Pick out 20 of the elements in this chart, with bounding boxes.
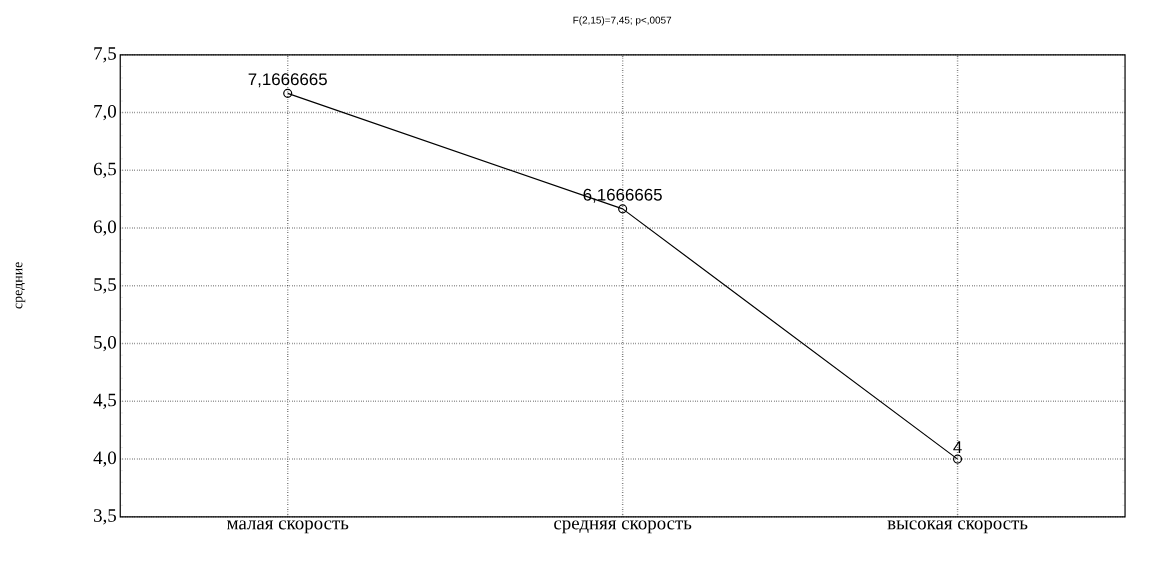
data-label: 6,1666665 [583,188,662,203]
x-tick-label: средняя скорость [554,520,692,534]
point [618,204,628,214]
y-tick-label: 6,0 [93,220,117,236]
chart-title: F(2,15)=7,45; p<,0057 [573,16,672,26]
data-label: 4 [953,441,962,454]
data-label: 7,1666665 [248,73,327,88]
x-tick-label: высокая скорость [887,520,1028,534]
point [953,454,963,464]
y-tick-label: 4,5 [93,393,116,410]
y-tick-label: 6,5 [93,162,116,179]
y-axis-title: средние [15,262,26,309]
y-tick-label: 5,0 [94,336,117,352]
y-tick-label: 3,5 [94,509,116,525]
point [283,88,293,99]
y-tick-label: 5,5 [94,278,116,294]
x-tick-label: малая скорость [227,520,349,534]
y-tick-label: 4,0 [93,451,117,467]
y-tick-label: 7,5 [94,47,116,63]
y-tick-label: 7,0 [94,105,117,121]
